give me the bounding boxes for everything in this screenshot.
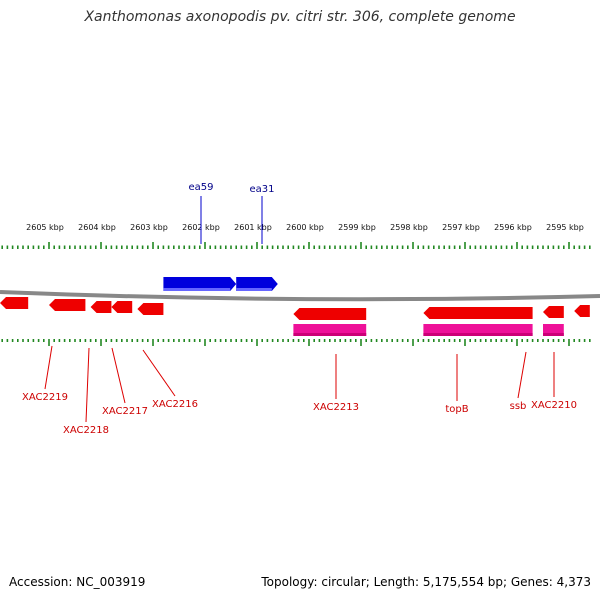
ruler-labels: 2605 kbp 2604 kbp 2603 kbp 2602 kbp 2601 kbp…: [26, 223, 584, 232]
gene-label: XAC2217: [102, 406, 148, 417]
ruler-label: 2603 kbp: [130, 223, 168, 232]
map-title: Xanthomonas axonopodis pv. citri str. 30…: [84, 9, 516, 25]
gene-label: XAC2216: [152, 399, 198, 410]
gene-label: ea59: [188, 182, 213, 193]
ruler-label: 2595 kbp: [546, 223, 584, 232]
callout-line: [111, 347, 126, 404]
reverse-gene-arrow: [543, 306, 564, 318]
ruler-label: 2604 kbp: [78, 223, 116, 232]
reverse-gene-arrow: [90, 301, 112, 313]
secondary-feature-shade: [543, 333, 564, 336]
reverse-gene-arrow: [49, 299, 86, 311]
forward-gene-arrow: [236, 277, 278, 291]
callout-line: [44, 345, 53, 390]
reverse-gene-arrow: [293, 308, 367, 320]
reverse-gene-arrow: [0, 297, 29, 309]
ruler-ticks-top: [1, 242, 591, 249]
callout-line: [142, 349, 176, 397]
gene-label: ssb: [510, 401, 527, 412]
gene-label: topB: [445, 404, 468, 415]
ruler-ticks-bottom: [1, 339, 591, 346]
secondary-feature-shade: [423, 333, 533, 336]
ruler-label: 2601 kbp: [234, 223, 272, 232]
feature-callouts: ea59 ea31 XAC2219 XAC2218 XAC2217 XAC2216 XAC2…: [22, 182, 577, 436]
reverse-gene-arrow: [111, 301, 133, 313]
gene-label: XAC2213: [313, 402, 359, 413]
reverse-gene-arrow: [574, 305, 590, 317]
ruler-label: 2600 kbp: [286, 223, 324, 232]
bottom-strand-secondary-features: [293, 324, 564, 336]
ruler-label: 2605 kbp: [26, 223, 64, 232]
bottom-strand-features: [0, 297, 590, 320]
callout-line: [85, 347, 90, 423]
ruler-label: 2599 kbp: [338, 223, 376, 232]
ruler-label: 2598 kbp: [390, 223, 428, 232]
gene-label: ea31: [249, 184, 274, 195]
gene-label: XAC2210: [531, 400, 577, 411]
genome-summary-text: Topology: circular; Length: 5,175,554 bp…: [261, 575, 591, 589]
gene-label: XAC2219: [22, 392, 68, 403]
top-strand-features: [163, 277, 278, 291]
forward-gene-arrow: [163, 277, 237, 291]
secondary-feature-shade: [293, 333, 367, 336]
genome-backbone: [0, 290, 600, 302]
gene-arrow-shade: [236, 288, 272, 291]
accession-text: Accession: NC_003919: [9, 575, 146, 589]
gene-label: XAC2218: [63, 425, 109, 436]
reverse-gene-arrow: [423, 307, 533, 319]
ruler-label: 2597 kbp: [442, 223, 480, 232]
gene-arrow-shade: [163, 288, 231, 291]
callout-line: [517, 351, 527, 399]
reverse-gene-arrow: [137, 303, 164, 315]
ruler-label: 2596 kbp: [494, 223, 532, 232]
